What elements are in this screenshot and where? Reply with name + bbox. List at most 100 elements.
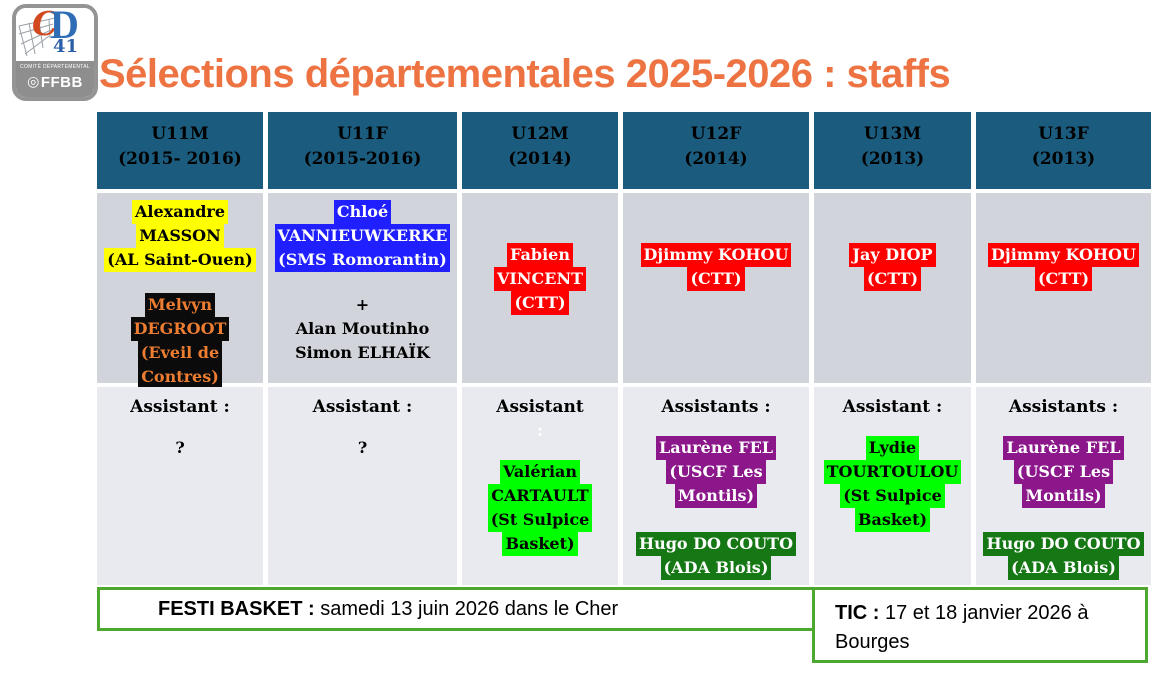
staff-name-line-wrap: MASSON	[97, 224, 263, 248]
coach-cell-u11m: Alexandre MASSON (AL Saint-Ouen) Melvyn DEGR…	[97, 193, 263, 389]
logo-letter-d: D	[50, 4, 79, 47]
coach-cell-u11f: Chloé VANNIEUWKERKE (SMS Romorantin) + Alan …	[268, 193, 457, 383]
staff-name-line-wrap: (St Sulpice	[814, 484, 971, 508]
logo-bottom-area: COMITÉ DÉPARTEMENTAL ◎FFBB	[16, 61, 94, 97]
staff-name-line-wrap: Basket)	[462, 532, 618, 556]
column-header-u12m: U12M (2014)	[462, 112, 618, 189]
tic-box: TIC : 17 et 18 janvier 2026 à Bourges	[812, 587, 1148, 663]
staff-name-line: Simon ELHAÏK	[295, 343, 430, 362]
coach-cell-u13f: Djimmy KOHOU (CTT)	[976, 193, 1151, 383]
staff-name-line: Valérian	[499, 460, 581, 484]
tic-label: TIC :	[835, 602, 880, 624]
staff-name-line-wrap: Hugo DO COUTO	[976, 532, 1151, 556]
staff-name-line: (USCF Les	[1013, 460, 1114, 484]
festi-basket-label: FESTI BASKET :	[158, 597, 315, 620]
staff-name-line-wrap: Simon ELHAÏK	[268, 341, 457, 365]
staff-name-line-wrap: Djimmy KOHOU	[623, 243, 809, 267]
assistant-heading: Assistant :	[462, 395, 618, 443]
column-header-line: (2015- 2016)	[118, 149, 242, 169]
staff-name-line: VINCENT	[494, 267, 586, 291]
assistant-cell-u11m: Assistant :?	[97, 387, 263, 585]
logo-letter-c: C	[32, 4, 59, 43]
staff-name-block: Laurène FEL (USCF Les Montils)	[623, 436, 809, 508]
staff-name-line-wrap: Alexandre	[97, 200, 263, 224]
column-header-u11m: U11M (2015- 2016)	[97, 112, 263, 189]
staff-name-block: Melvyn DEGROOT (Eveil de Contres)	[97, 293, 263, 389]
staff-name-line-wrap: ?	[268, 436, 457, 460]
staff-name-line: (CTT)	[687, 267, 745, 291]
staff-name-line-wrap: Melvyn	[97, 293, 263, 317]
staff-name-line-wrap: (AL Saint-Ouen)	[97, 248, 263, 272]
staff-name-block: Alexandre MASSON (AL Saint-Ouen)	[97, 200, 263, 272]
staff-name-block: + Alan Moutinho Simon ELHAÏK	[268, 293, 457, 365]
assistant-heading-part: Assistant :	[130, 397, 230, 417]
staff-name-line: Hugo DO COUTO	[635, 532, 797, 556]
staff-name-line: (ADA Blois)	[1008, 556, 1119, 580]
staff-name-line-wrap: Laurène FEL	[976, 436, 1151, 460]
staff-name-line-wrap: Basket)	[814, 508, 971, 532]
staff-name-line: (CTT)	[1034, 267, 1093, 291]
staff-name-line-wrap: Laurène FEL	[623, 436, 809, 460]
column-header-line: U12M	[511, 124, 569, 144]
staff-name-line: Montils)	[674, 484, 758, 508]
staff-name-line: Chloé	[333, 200, 392, 224]
staff-name-line: Contres)	[138, 365, 222, 389]
staff-name-line-wrap: TOURTOULOU	[814, 460, 971, 484]
assistant-heading: Assistant :	[814, 395, 971, 419]
coach-cell-u13m: Jay DIOP (CTT)	[814, 193, 971, 383]
staff-name-block: ?	[268, 436, 457, 460]
staff-name-line: (CTT)	[863, 267, 922, 291]
staff-name-line-wrap: (St Sulpice	[462, 508, 618, 532]
logo-ffbb-text: ◎FFBB	[16, 71, 94, 93]
staff-name-line-wrap: Fabien	[462, 243, 618, 267]
assistant-cell-u13f: Assistants : Laurène FEL (USCF Les Montils)…	[976, 387, 1151, 585]
assistant-heading-part: Assistant :	[842, 397, 943, 417]
staff-name-block: Jay DIOP (CTT)	[814, 243, 971, 291]
staff-name-block: Lydie TOURTOULOU (St Sulpice Basket)	[814, 436, 971, 532]
staff-name-line: (USCF Les	[666, 460, 766, 484]
staff-name-block: Fabien VINCENT (CTT)	[462, 243, 618, 315]
staff-name-line-wrap: Montils)	[623, 484, 809, 508]
column-header-line: (2014)	[684, 149, 748, 169]
staff-name-line-wrap: (ADA Blois)	[976, 556, 1151, 580]
staff-name-line: +	[355, 295, 370, 314]
staff-name-line: Basket)	[502, 532, 578, 556]
festi-basket-text: samedi 13 juin 2026 dans le Cher	[314, 597, 619, 620]
assistant-heading-part: Assistants :	[1008, 397, 1119, 417]
staff-name-block: Valérian CARTAULT (St Sulpice Basket)	[462, 460, 618, 556]
staff-name-line: Laurène FEL	[655, 436, 777, 460]
staff-name-block: Hugo DO COUTO (ADA Blois)	[976, 532, 1151, 580]
column-header-u11f: U11F (2015-2016)	[268, 112, 457, 189]
column-header-u13m: U13M (2013)	[814, 112, 971, 189]
logo-number-41: 41	[53, 36, 79, 57]
staff-name-line: Djimmy KOHOU	[640, 243, 792, 267]
column-header-line: U13M	[863, 124, 922, 144]
staff-name-line-wrap: (USCF Les	[623, 460, 809, 484]
staff-name-line-wrap: Djimmy KOHOU	[976, 243, 1151, 267]
staff-name-line-wrap: VINCENT	[462, 267, 618, 291]
staff-name-line-wrap: (CTT)	[976, 267, 1151, 291]
staff-name-line: VANNIEUWKERKE	[274, 224, 451, 248]
staff-name-line-wrap: ?	[97, 436, 263, 460]
column-header-line: U11M	[151, 124, 209, 144]
assistant-cell-u13m: Assistant : Lydie TOURTOULOU (St Sulpice Bas…	[814, 387, 971, 585]
staff-name-line: Jay DIOP	[849, 243, 936, 267]
column-header-line: U11F	[337, 124, 388, 144]
assistant-heading-part: Assistants :	[661, 397, 771, 417]
logo-committee-text: COMITÉ DÉPARTEMENTAL	[20, 64, 90, 70]
column-header-line: U12F	[690, 124, 742, 144]
staff-name-line: Alexandre	[131, 200, 228, 224]
ffbb-ring-icon: ◎	[27, 73, 40, 89]
ffbb-label: FFBB	[40, 74, 83, 91]
column-header-u13f: U13F (2013)	[976, 112, 1151, 189]
staff-name-line: ?	[175, 438, 185, 457]
staff-name-block: Hugo DO COUTO (ADA Blois)	[623, 532, 809, 580]
staff-name-block: Djimmy KOHOU (CTT)	[623, 243, 809, 291]
assistant-heading: Assistant :	[97, 395, 263, 419]
staff-name-line-wrap: Jay DIOP	[814, 243, 971, 267]
staff-name-line-wrap: Lydie	[814, 436, 971, 460]
staff-name-line-wrap: Chloé	[268, 200, 457, 224]
staff-name-line: Hugo DO COUTO	[983, 532, 1144, 556]
staff-name-line: Basket)	[854, 508, 931, 532]
tic-text: 17 et 18 janvier 2026 à Bourges	[835, 602, 1089, 653]
